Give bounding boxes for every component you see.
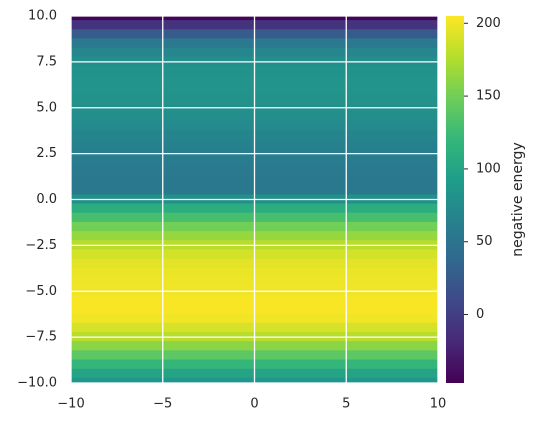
colorbar-tick-label: 100 (476, 161, 501, 176)
x-tick-label: 10 (430, 397, 447, 412)
x-tick-label: 0 (250, 397, 258, 412)
y-tick-label: −7.5 (25, 330, 57, 345)
colorbar-tick-label: 150 (476, 89, 501, 104)
colorbar-label: negative energy (510, 142, 526, 256)
y-tick-label: 2.5 (36, 146, 57, 161)
x-tick-label: −5 (153, 397, 172, 412)
x-tick-label: −10 (57, 397, 84, 412)
colorbar-tick-label: 50 (476, 234, 493, 249)
y-tick-label: −2.5 (25, 238, 57, 253)
y-tick-label: 10.0 (28, 9, 57, 24)
y-tick-label: −10.0 (17, 376, 57, 391)
y-tick-label: 0.0 (36, 192, 57, 207)
colorbar-tick-label: 0 (476, 307, 484, 322)
y-tick-label: 5.0 (36, 100, 57, 115)
x-tick-label: 5 (342, 397, 350, 412)
y-tick-label: −5.0 (25, 284, 57, 299)
colorbar (446, 16, 464, 383)
colorbar-tick-label: 200 (476, 16, 501, 31)
y-tick-label: 7.5 (36, 54, 57, 69)
